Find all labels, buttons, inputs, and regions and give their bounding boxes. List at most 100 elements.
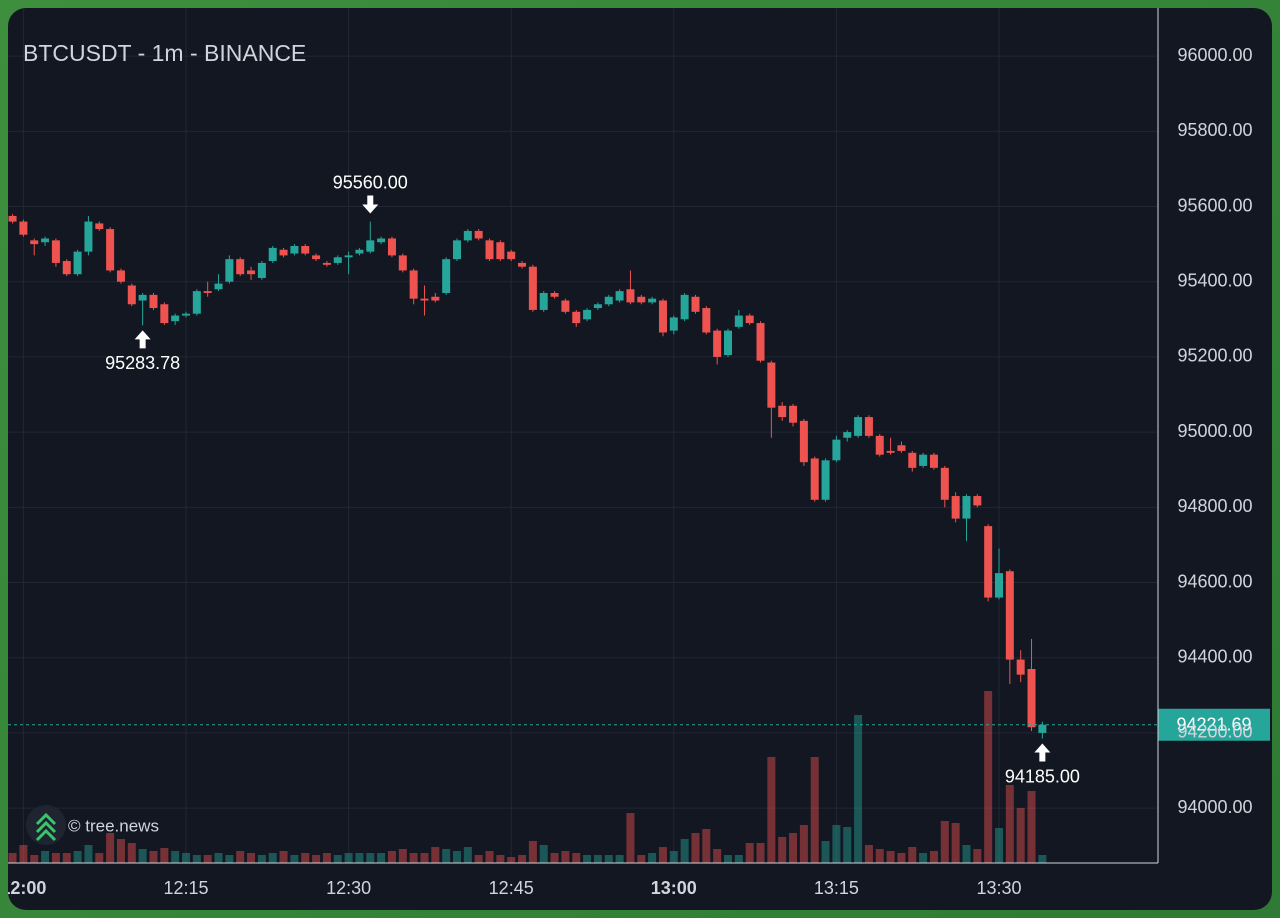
x-axis: 12:00 12:15 12:30 12:45 13:00 13:15 13:30: [0, 878, 1022, 898]
candle-body: [1027, 668, 1036, 728]
volume-bar: [160, 848, 169, 863]
candle-body: [62, 261, 71, 275]
volume-bar: [192, 855, 201, 863]
volume-bar: [778, 837, 787, 863]
volume-bar: [745, 843, 754, 863]
x-tick-label: 12:00: [0, 878, 46, 898]
y-tick-label: 95600.00: [1177, 195, 1252, 215]
candle-body: [745, 315, 754, 324]
y-tick-label: 95800.00: [1177, 120, 1252, 140]
x-tick-label: 12:15: [163, 878, 208, 898]
candle-body: [572, 311, 581, 324]
volume-bar: [789, 833, 798, 863]
volume-bar: [257, 855, 266, 863]
volume-bar: [279, 851, 288, 863]
candle-body: [593, 304, 602, 309]
volume-bar: [810, 757, 819, 863]
last-price-tag: [1158, 708, 1270, 741]
candle-body: [106, 229, 115, 271]
candle-body: [160, 304, 169, 324]
candle-body: [344, 255, 353, 258]
candle-body: [604, 296, 613, 305]
volume-bar: [41, 851, 50, 863]
volume-bar: [431, 847, 440, 863]
volume-bar: [962, 845, 971, 863]
x-tick-label: 12:30: [326, 878, 371, 898]
candle-body: [203, 291, 212, 293]
candle-layer: [8, 214, 1047, 739]
y-tick-label: 95000.00: [1177, 421, 1252, 441]
volume-bar: [1005, 785, 1014, 863]
volume-bar: [1027, 791, 1036, 863]
candle-body: [929, 454, 938, 468]
volume-bar: [344, 853, 353, 863]
x-tick-label: 13:30: [976, 878, 1021, 898]
volume-bar: [322, 853, 331, 863]
volume-bar: [420, 853, 429, 863]
chart-title: BTCUSDT - 1m - BINANCE: [23, 40, 306, 66]
candle-body: [908, 452, 917, 468]
candle-body: [19, 221, 28, 235]
candle-body: [756, 323, 765, 361]
candle-body: [355, 249, 364, 254]
candle-body: [182, 313, 190, 316]
volume-bar: [626, 813, 635, 863]
candle-body: [539, 293, 548, 310]
volume-bar: [268, 853, 277, 863]
candle-body: [322, 262, 331, 265]
candle-body: [767, 362, 776, 408]
candle-body: [333, 257, 342, 263]
candle-body: [821, 460, 830, 500]
x-tick-label: 13:00: [651, 878, 697, 898]
volume-bar: [929, 851, 938, 863]
volume-bar: [182, 853, 190, 863]
candle-body: [854, 417, 863, 436]
volume-bar: [767, 757, 776, 863]
volume-bar: [312, 855, 321, 863]
candle-body: [1005, 571, 1014, 660]
volume-bar: [30, 855, 39, 863]
candle-body: [116, 270, 125, 282]
annotation-arrow: [1034, 743, 1051, 762]
volume-bar: [864, 845, 873, 863]
candle-body: [583, 309, 592, 320]
candle-body: [778, 405, 787, 418]
candle-body: [95, 223, 104, 230]
volume-bar: [799, 825, 808, 863]
volume-bar: [149, 851, 158, 863]
candle-body: [453, 240, 461, 260]
candle-body: [832, 439, 841, 461]
candle-body: [84, 221, 93, 252]
volume-bar: [973, 849, 982, 863]
volume-bar: [84, 845, 93, 863]
volume-bar: [62, 853, 71, 863]
candle-body: [886, 450, 895, 453]
volume-bar: [95, 853, 104, 863]
candle-body: [550, 293, 559, 297]
volume-bar: [171, 851, 180, 863]
volume-bar: [832, 825, 841, 863]
volume-bar: [713, 849, 722, 863]
volume-bar: [669, 851, 678, 863]
candle-body: [127, 285, 136, 305]
y-tick-label: 95400.00: [1177, 270, 1252, 290]
volume-bar: [583, 855, 592, 863]
candle-body: [810, 458, 819, 500]
candle-body: [192, 291, 201, 314]
volume-bar: [203, 855, 212, 863]
volume-bar: [1016, 808, 1025, 863]
volume-bar: [247, 853, 256, 863]
candle-body: [474, 230, 483, 239]
volume-bar: [908, 847, 917, 863]
y-tick-label: 96000.00: [1177, 45, 1252, 65]
volume-bar: [550, 853, 559, 863]
volume-bar: [604, 855, 613, 863]
candle-body: [507, 251, 516, 260]
candle-body: [301, 246, 310, 254]
candle-body: [431, 296, 440, 301]
volume-bar: [138, 849, 147, 863]
y-tick-label: 95200.00: [1177, 346, 1252, 366]
candle-body: [789, 405, 798, 423]
candle-body: [799, 420, 808, 463]
volume-bar: [355, 853, 364, 863]
